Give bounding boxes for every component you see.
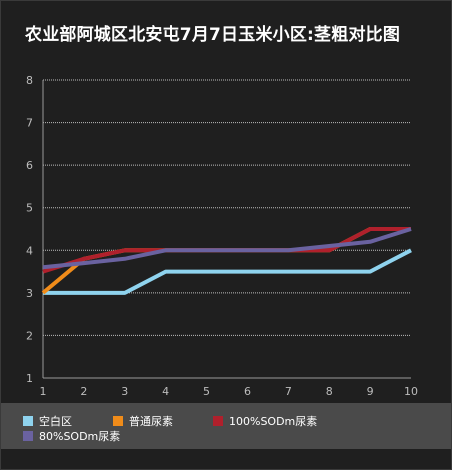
x-tick-label: 9 <box>367 385 374 398</box>
x-tick-label: 1 <box>40 385 47 398</box>
x-tick-label: 5 <box>203 385 210 398</box>
y-tick-label: 1 <box>26 372 33 385</box>
legend-item: 空白区 <box>23 414 72 428</box>
x-tick-label: 3 <box>121 385 128 398</box>
x-tick-label: 2 <box>80 385 87 398</box>
legend-label: 普通尿素 <box>129 413 173 429</box>
chart-legend: 空白区 普通尿素 100%SODm尿素 80%SODm尿素 <box>1 403 451 449</box>
legend-label: 80%SODm尿素 <box>39 428 120 444</box>
legend-item: 100%SODm尿素 <box>213 414 317 428</box>
legend-swatch <box>113 416 123 426</box>
legend-swatch <box>23 431 33 441</box>
legend-label: 100%SODm尿素 <box>229 413 317 429</box>
y-tick-label: 7 <box>26 117 33 130</box>
x-tick-label: 7 <box>285 385 292 398</box>
legend-label: 空白区 <box>39 413 72 429</box>
line-chart: 1 2 3 4 5 6 7 8 1 2 3 4 5 6 7 8 9 10 <box>1 1 451 403</box>
legend-swatch <box>23 416 33 426</box>
y-tick-label: 6 <box>26 159 33 172</box>
y-tick-label: 8 <box>26 74 33 87</box>
x-tick-label: 6 <box>244 385 251 398</box>
y-tick-label: 2 <box>26 329 33 342</box>
y-tick-label: 3 <box>26 287 33 300</box>
legend-swatch <box>213 416 223 426</box>
y-tick-label: 5 <box>26 202 33 215</box>
x-tick-label: 10 <box>404 385 418 398</box>
legend-item: 普通尿素 <box>113 414 173 428</box>
x-tick-label: 4 <box>162 385 169 398</box>
legend-item: 80%SODm尿素 <box>23 429 120 443</box>
x-tick-label: 8 <box>326 385 333 398</box>
y-tick-label: 4 <box>26 244 33 257</box>
